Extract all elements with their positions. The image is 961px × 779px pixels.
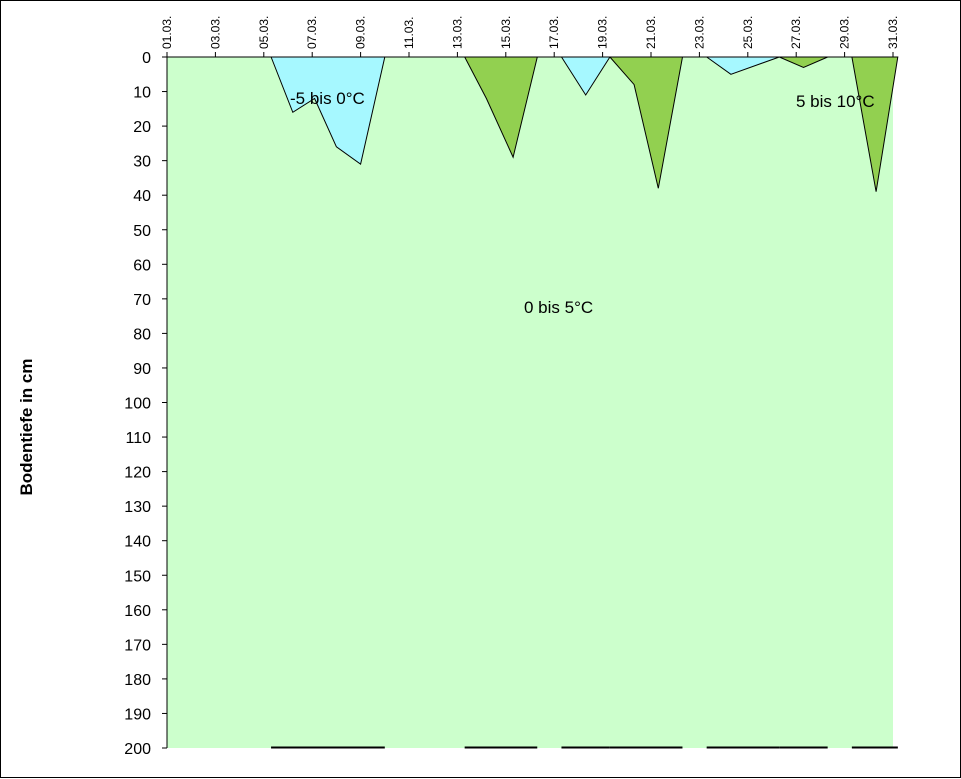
x-tick-label-3: 03.03. xyxy=(208,16,222,49)
y-tick-label-0: 0 xyxy=(142,50,151,67)
y-axis-title: Bodentiefe in cm xyxy=(17,359,36,496)
x-tick-label-25: 25.03. xyxy=(741,16,755,49)
x-tick-label-27: 27.03. xyxy=(789,16,803,49)
x-tick-label-13: 13.03. xyxy=(450,16,464,49)
y-tick-label-170: 170 xyxy=(124,637,151,654)
y-axis: 0 10 20 30 40 50 60 70 80 90 100 110 120 130 140 150 160… xyxy=(124,50,168,758)
y-tick-label-50: 50 xyxy=(133,223,151,240)
x-tick-label-15: 15.03. xyxy=(499,16,513,49)
x-tick-label-23: 23.03. xyxy=(692,16,706,49)
y-tick-label-110: 110 xyxy=(125,430,151,447)
plot-background xyxy=(167,57,893,748)
x-tick-label-29: 29.03. xyxy=(838,16,852,49)
y-tick-label-120: 120 xyxy=(124,465,151,482)
y-tick-label-30: 30 xyxy=(133,154,151,171)
y-tick-label-70: 70 xyxy=(133,292,151,309)
y-tick-label-10: 10 xyxy=(133,85,151,102)
x-tick-label-1: 01.03. xyxy=(160,16,174,49)
x-tick-label-11: 11.03. xyxy=(402,17,416,49)
x-tick-label-21: 21.03. xyxy=(644,16,658,49)
x-tick-label-31: 31.03. xyxy=(886,16,900,49)
y-tick-label-200: 200 xyxy=(124,741,151,758)
x-tick-label-19: 19.03. xyxy=(596,16,610,49)
x-tick-label-17: 17.03. xyxy=(547,16,561,49)
y-tick-label-20: 20 xyxy=(133,119,151,136)
x-axis: 01.03. 03.03. 05.03. 07.03. 09.03. 11.03. 13.0… xyxy=(160,16,900,58)
x-tick-label-5: 05.03. xyxy=(257,16,271,49)
y-tick-label-60: 60 xyxy=(133,257,151,274)
x-tick-label-7: 07.03. xyxy=(305,16,319,49)
y-tick-label-150: 150 xyxy=(124,568,151,585)
y-tick-label-130: 130 xyxy=(124,499,151,516)
y-tick-label-90: 90 xyxy=(133,361,151,378)
y-tick-label-190: 190 xyxy=(124,706,151,723)
y-tick-label-80: 80 xyxy=(133,326,151,343)
y-tick-label-160: 160 xyxy=(124,603,151,620)
zone-label-minus5-0: -5 bis 0°C xyxy=(290,89,365,108)
temperature-areas xyxy=(270,56,899,192)
x-tick-label-9: 09.03. xyxy=(354,16,368,49)
zone-label-0-5: 0 bis 5°C xyxy=(524,298,593,317)
y-tick-label-100: 100 xyxy=(124,396,151,413)
y-tick-label-40: 40 xyxy=(133,188,151,205)
zone-label-5-10: 5 bis 10°C xyxy=(796,92,875,111)
y-tick-label-180: 180 xyxy=(124,672,151,689)
y-tick-label-140: 140 xyxy=(124,534,151,551)
